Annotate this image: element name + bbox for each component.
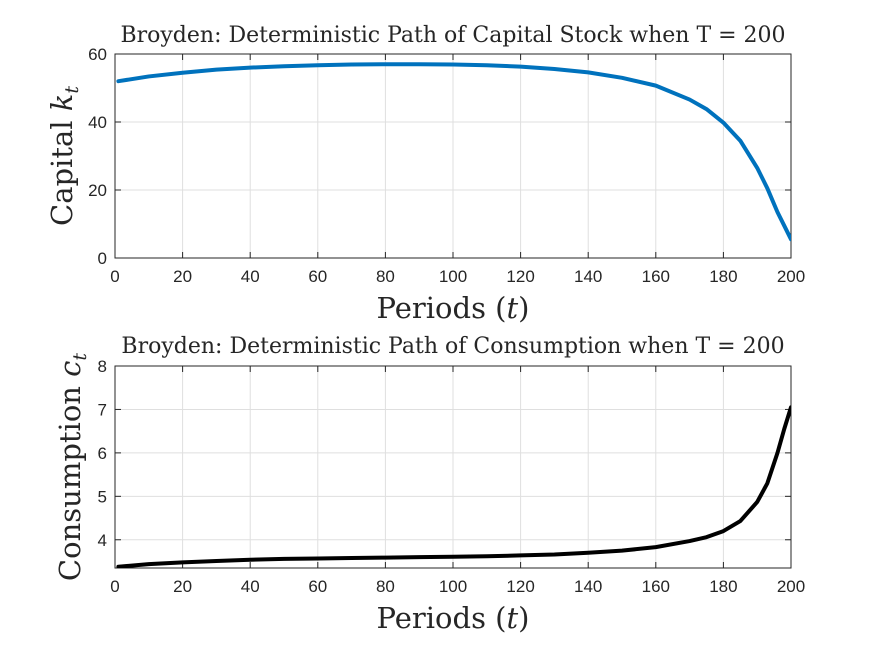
x-tick-label: 120 (506, 267, 534, 286)
y-tick-label: 8 (98, 357, 107, 376)
x-axis-label: Periods (t) (377, 601, 530, 635)
x-tick-label: 200 (777, 577, 805, 596)
x-tick-label: 180 (709, 267, 737, 286)
x-axis-label: Periods (t) (377, 291, 530, 325)
x-tick-label: 140 (574, 577, 602, 596)
y-axis-label: Consumption ct (53, 353, 91, 581)
x-tick-label: 160 (642, 267, 670, 286)
x-tick-label: 40 (241, 577, 260, 596)
x-tick-label: 100 (439, 267, 467, 286)
x-tick-label: 80 (376, 267, 395, 286)
series-line-1 (116, 62, 791, 242)
x-tick-label: 0 (110, 577, 119, 596)
y-tick-label: 6 (98, 444, 107, 463)
x-tick-label: 120 (506, 577, 534, 596)
y-axis-label: Capital kt (45, 86, 83, 226)
x-tick-label: 160 (642, 577, 670, 596)
x-tick-label: 20 (173, 267, 192, 286)
chart-panel-2: 0 20 40 60 80 100 120 140 160 180 200 4 5 6 7 8 Broyden:… (53, 334, 805, 635)
y-tick-label: 7 (98, 400, 107, 419)
x-tick-label: 180 (709, 577, 737, 596)
x-tick-label: 200 (777, 267, 805, 286)
y-tick-label: 20 (88, 181, 107, 200)
y-tick-label: 0 (98, 249, 107, 268)
y-tick-label: 40 (88, 113, 107, 132)
y-tick-label: 4 (98, 531, 107, 550)
x-tick-label: 100 (439, 577, 467, 596)
x-tick-label: 60 (308, 577, 327, 596)
y-tick-label: 5 (98, 487, 107, 506)
y-tick-label: 60 (88, 45, 107, 64)
chart-title: Broyden: Deterministic Path of Capital S… (120, 23, 785, 48)
x-tick-label: 60 (308, 267, 327, 286)
x-tick-label: 40 (241, 267, 260, 286)
chart-title: Broyden: Deterministic Path of Consumpti… (121, 334, 784, 359)
x-tick-label: 0 (110, 267, 119, 286)
chart-panel-1: 0 20 40 60 80 100 120 140 160 180 200 0 20 40 60 Broyde… (45, 23, 805, 325)
x-tick-label: 80 (376, 577, 395, 596)
x-tick-label: 140 (574, 267, 602, 286)
series-line-1 (116, 405, 791, 568)
x-tick-label: 20 (173, 577, 192, 596)
